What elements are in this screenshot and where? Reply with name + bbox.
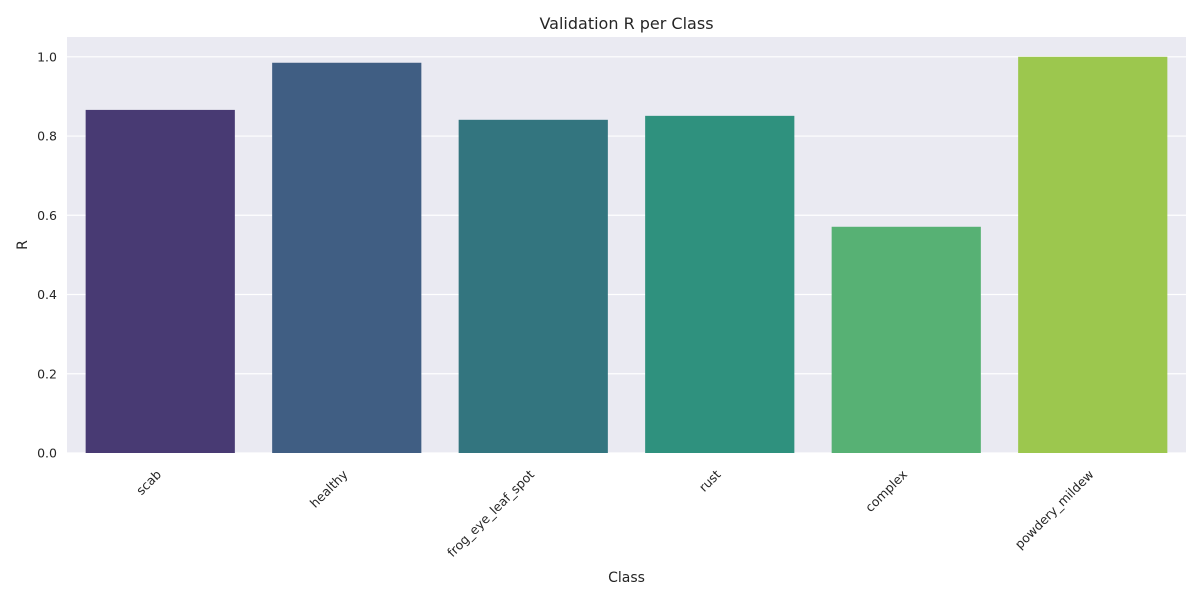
x-tick-label: scab bbox=[133, 467, 164, 498]
x-tick-label: complex bbox=[862, 467, 910, 515]
plot-area bbox=[67, 37, 1186, 453]
y-tick-label: 0.0 bbox=[37, 446, 57, 461]
x-tick-label: frog_eye_leaf_spot bbox=[444, 467, 537, 560]
grid-lines bbox=[67, 56, 1186, 454]
y-tick-label: 0.4 bbox=[37, 287, 57, 302]
x-tick-labels: scab healthy frog_eye_leaf_spot rust complex… bbox=[133, 466, 1097, 559]
bar-scab bbox=[85, 109, 235, 453]
y-tick-label: 0.2 bbox=[37, 366, 57, 381]
x-tick-label: powdery_mildew bbox=[1012, 467, 1097, 552]
bar-complex bbox=[831, 226, 981, 453]
y-axis-label: R bbox=[15, 240, 31, 250]
x-tick-label: healthy bbox=[307, 466, 351, 510]
bar-frog-eye-leaf-spot bbox=[458, 119, 608, 454]
bar-healthy bbox=[272, 62, 422, 453]
y-tick-label: 1.0 bbox=[37, 49, 57, 64]
bars bbox=[85, 56, 1168, 454]
y-tick-label: 0.6 bbox=[37, 208, 57, 223]
y-tick-labels: 0.0 0.2 0.4 0.6 0.8 1.0 bbox=[37, 49, 57, 460]
bar-powdery-mildew bbox=[1018, 56, 1168, 454]
x-axis-label: Class bbox=[608, 570, 645, 586]
chart-title: Validation R per Class bbox=[539, 14, 713, 33]
x-tick-label: rust bbox=[696, 467, 724, 495]
y-tick-label: 0.8 bbox=[37, 129, 57, 144]
bar-rust bbox=[645, 115, 795, 453]
